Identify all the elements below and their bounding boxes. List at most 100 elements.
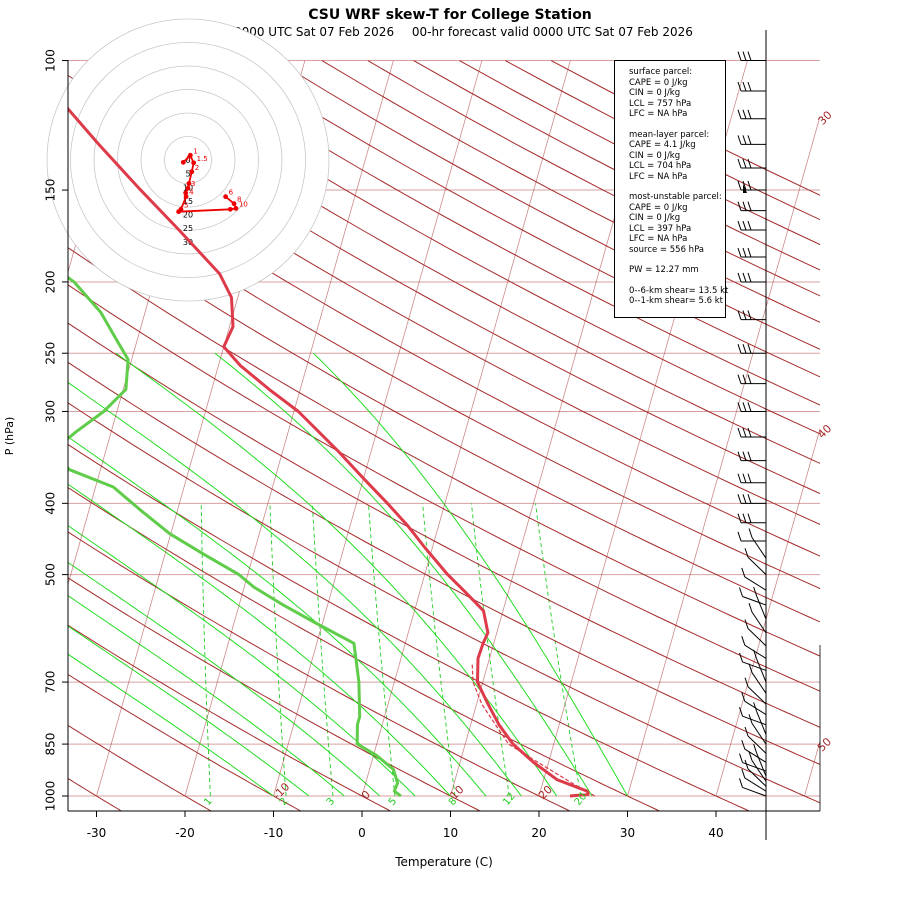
barb-pennant — [743, 184, 747, 194]
hodograph-ring-label: 5 — [185, 170, 190, 179]
dry-adiabat — [138, 60, 820, 435]
barb-flag — [747, 473, 752, 483]
barb-flag — [739, 652, 743, 663]
hodograph-point — [231, 201, 237, 207]
dry-adiabat — [275, 60, 820, 350]
wind-barb — [737, 402, 766, 412]
y-tick-label: 150 — [44, 179, 58, 202]
mixing-ratio-label: 5 — [387, 796, 400, 808]
barb-flag — [747, 81, 752, 92]
barb-flag — [747, 494, 752, 504]
moist-adiabat — [68, 653, 274, 797]
hodograph-point-label: 3 — [191, 180, 195, 188]
chart-title: CSU WRF skew-T for College Station — [308, 7, 592, 23]
dry-adiabat — [68, 74, 820, 495]
hodograph-ring-label: 20 — [183, 211, 193, 220]
dry-adiabats — [68, 60, 820, 811]
wind-barb — [748, 528, 767, 559]
barb-shaft — [747, 735, 767, 754]
barb-flag — [742, 494, 747, 504]
mixing-ratio-line — [367, 503, 396, 797]
barb-flag — [748, 528, 753, 538]
barb-flag — [742, 109, 747, 119]
barb-flag — [747, 109, 752, 119]
barb-flag — [742, 135, 747, 145]
barb-shaft — [756, 595, 767, 620]
wind-barb — [744, 677, 767, 705]
dry-adiabat — [68, 361, 820, 766]
barb-flag — [747, 180, 752, 191]
y-tick-label: 700 — [44, 671, 58, 694]
barb-flag — [747, 272, 752, 283]
barb-shaft — [744, 777, 767, 792]
moist-adiabat — [68, 595, 345, 797]
barb-flag — [742, 451, 747, 461]
moist-adiabat — [68, 561, 381, 797]
barb-shaft — [742, 786, 767, 797]
most-unstable-parcel-info: most-unstable parcel: CAPE = 0 J/kg CIN … — [629, 192, 722, 255]
dry-adiabat — [229, 60, 820, 378]
wind-barb — [737, 272, 766, 283]
hodograph-point-label: 0 — [186, 154, 190, 162]
mixing-ratio-line — [422, 503, 456, 797]
barb-flag — [741, 636, 746, 646]
barb-flag — [747, 310, 752, 320]
wind-barb — [739, 707, 767, 726]
barb-flag — [747, 374, 752, 384]
barb-flag — [737, 344, 742, 354]
x-tick-label: 20 — [531, 826, 546, 840]
barb-flag — [737, 135, 742, 145]
wind-barb — [741, 739, 767, 763]
dry-adiabat — [68, 247, 820, 657]
wind-barb — [741, 768, 767, 792]
info-line: source = 556 hPa — [629, 244, 705, 255]
barb-flag — [747, 158, 752, 169]
wind-barb — [737, 201, 766, 212]
wind-barb — [744, 726, 767, 754]
barb-flag — [737, 310, 742, 320]
wind-barb — [739, 652, 767, 671]
hodograph-point-label: 6 — [229, 189, 234, 197]
barb-flag — [742, 513, 747, 523]
hodograph-ring-label: 15 — [183, 197, 193, 206]
wind-barb — [741, 567, 767, 591]
hodograph-point — [233, 206, 239, 211]
mixing-ratio-line — [269, 503, 287, 797]
isotherm-label: 20 — [536, 783, 555, 802]
hodograph-point-label: 8 — [237, 196, 241, 204]
dry-adiabat — [68, 402, 820, 804]
hodograph-point — [227, 206, 233, 212]
barb-flag — [744, 677, 749, 687]
isotherm-line — [893, 61, 900, 796]
info-line: CAPE = 0 J/kg — [629, 77, 688, 88]
wind-barb — [744, 759, 767, 787]
info-line: LCL = 397 hPa — [629, 223, 692, 234]
dry-adiabat — [184, 60, 820, 406]
barb-flag — [737, 374, 742, 384]
info-line: LFC = NA hPa — [629, 109, 688, 119]
parcel-profile — [471, 663, 596, 797]
dry-adiabat — [68, 210, 820, 623]
hodograph-point — [176, 209, 182, 215]
barb-flag — [744, 619, 749, 629]
wind-barb — [744, 548, 767, 575]
info-line: surface parcel: — [629, 67, 693, 77]
wind-barb — [737, 451, 766, 462]
isotherm-label: 0 — [359, 788, 373, 802]
wind-barb — [737, 135, 766, 145]
moist-adiabat — [68, 381, 522, 797]
wind-barb — [739, 753, 767, 772]
info-line: CIN = 0 J/kg — [629, 88, 681, 98]
dry-adiabat — [68, 141, 820, 557]
dry-adiabat — [68, 107, 820, 525]
barb-flag — [737, 109, 742, 119]
barb-flag — [739, 707, 743, 717]
hodograph-point — [186, 181, 192, 186]
info-line: CAPE = 4.1 J/kg — [629, 140, 696, 150]
isotherm-line — [627, 115, 820, 797]
barb-flag — [737, 531, 742, 542]
dry-adiabat — [321, 60, 820, 323]
moist-adiabat — [68, 436, 487, 797]
